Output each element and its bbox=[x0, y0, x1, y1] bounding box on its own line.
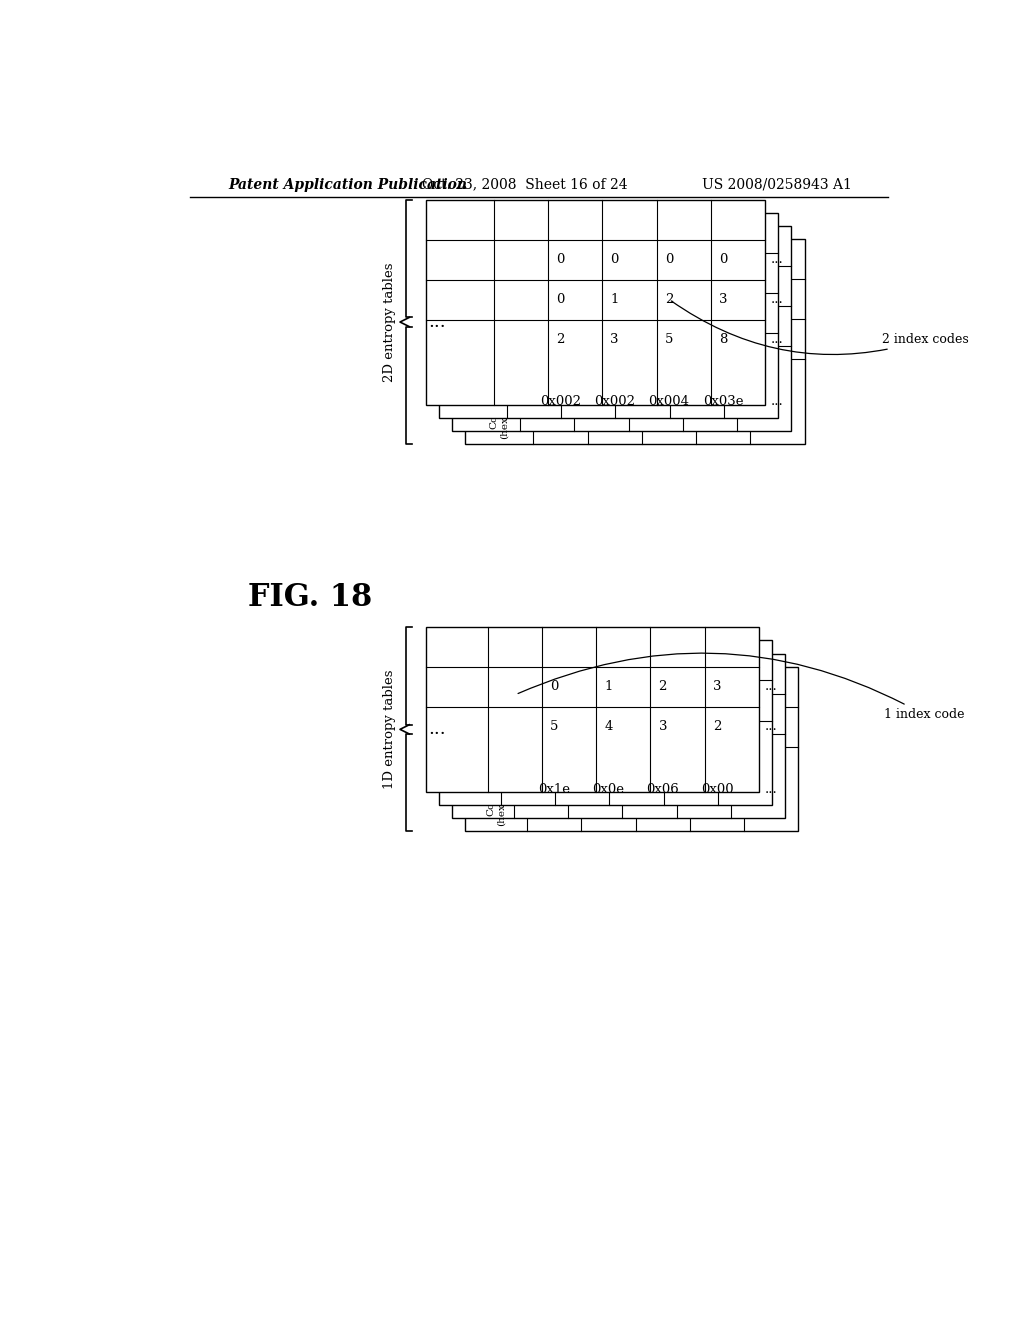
Text: 0x002: 0x002 bbox=[540, 395, 581, 408]
Text: 0x0e: 0x0e bbox=[593, 783, 625, 796]
Text: ...: ... bbox=[428, 313, 446, 331]
Text: US 2008/0258943 A1: US 2008/0258943 A1 bbox=[701, 178, 851, 191]
Ellipse shape bbox=[595, 246, 634, 273]
Text: Codeword
(hexadecimal): Codeword (hexadecimal) bbox=[489, 364, 509, 438]
Text: 0: 0 bbox=[556, 293, 564, 306]
Text: 0x03e: 0x03e bbox=[702, 395, 743, 408]
Text: ...: ... bbox=[771, 293, 783, 306]
Ellipse shape bbox=[541, 246, 580, 273]
Bar bbox=[438, 640, 772, 805]
Text: ...: ... bbox=[765, 721, 777, 733]
Bar bbox=[452, 653, 785, 818]
Text: 1 index code: 1 index code bbox=[518, 653, 965, 721]
Ellipse shape bbox=[541, 285, 580, 313]
Text: Index: Index bbox=[489, 669, 503, 705]
Text: 2D entropy tables: 2D entropy tables bbox=[383, 263, 395, 381]
Ellipse shape bbox=[535, 673, 573, 700]
Text: 1: 1 bbox=[610, 293, 618, 306]
Ellipse shape bbox=[697, 673, 736, 700]
Text: ...: ... bbox=[765, 783, 777, 796]
Text: 5: 5 bbox=[665, 333, 673, 346]
Text: 0x06: 0x06 bbox=[646, 783, 679, 796]
Text: 3: 3 bbox=[610, 333, 618, 346]
Text: ...: ... bbox=[765, 680, 777, 693]
Bar bbox=[465, 667, 799, 832]
Text: 0: 0 bbox=[610, 252, 618, 265]
Text: 0: 0 bbox=[556, 252, 564, 265]
Text: 2 index codes: 2 index codes bbox=[671, 301, 969, 355]
Text: 0x004: 0x004 bbox=[648, 395, 689, 408]
Text: Codeword
(hexadecimal): Codeword (hexadecimal) bbox=[486, 752, 506, 826]
Text: 0: 0 bbox=[665, 252, 673, 265]
Ellipse shape bbox=[595, 285, 634, 313]
Ellipse shape bbox=[643, 673, 682, 700]
Bar bbox=[452, 226, 792, 430]
Text: ...: ... bbox=[428, 721, 446, 738]
Text: Patent Application Publication: Patent Application Publication bbox=[228, 178, 468, 191]
Text: 0: 0 bbox=[719, 252, 727, 265]
Text: 2: 2 bbox=[658, 680, 667, 693]
Text: 0x00: 0x00 bbox=[700, 783, 733, 796]
Text: 2: 2 bbox=[665, 293, 673, 306]
Bar bbox=[465, 239, 805, 444]
Text: Oct. 23, 2008  Sheet 16 of 24: Oct. 23, 2008 Sheet 16 of 24 bbox=[423, 178, 628, 191]
Text: 4: 4 bbox=[604, 721, 612, 733]
Ellipse shape bbox=[589, 673, 628, 700]
Text: 0x1e: 0x1e bbox=[539, 783, 570, 796]
Text: length: length bbox=[493, 319, 506, 359]
Text: 3: 3 bbox=[713, 680, 721, 693]
Bar bbox=[438, 213, 778, 418]
Text: 3: 3 bbox=[658, 721, 667, 733]
Ellipse shape bbox=[703, 246, 742, 273]
Text: Index 1: Index 1 bbox=[493, 235, 506, 282]
Text: 2: 2 bbox=[556, 333, 564, 346]
Text: length: length bbox=[489, 706, 503, 747]
Text: 3: 3 bbox=[719, 293, 727, 306]
Text: 1D entropy tables: 1D entropy tables bbox=[383, 669, 395, 789]
Ellipse shape bbox=[649, 285, 688, 313]
Text: 0x002: 0x002 bbox=[594, 395, 635, 408]
Text: 5: 5 bbox=[550, 721, 558, 733]
Text: 0: 0 bbox=[550, 680, 558, 693]
Bar bbox=[426, 201, 765, 405]
Text: ...: ... bbox=[771, 333, 783, 346]
Text: ...: ... bbox=[771, 395, 783, 408]
Ellipse shape bbox=[649, 246, 688, 273]
Text: Index 2: Index 2 bbox=[493, 276, 506, 323]
Ellipse shape bbox=[703, 285, 742, 313]
Text: FIG. 18: FIG. 18 bbox=[248, 582, 373, 612]
Bar bbox=[426, 627, 759, 792]
Text: ...: ... bbox=[771, 252, 783, 265]
Text: 2: 2 bbox=[713, 721, 721, 733]
Text: 8: 8 bbox=[719, 333, 727, 346]
Text: 1: 1 bbox=[604, 680, 612, 693]
